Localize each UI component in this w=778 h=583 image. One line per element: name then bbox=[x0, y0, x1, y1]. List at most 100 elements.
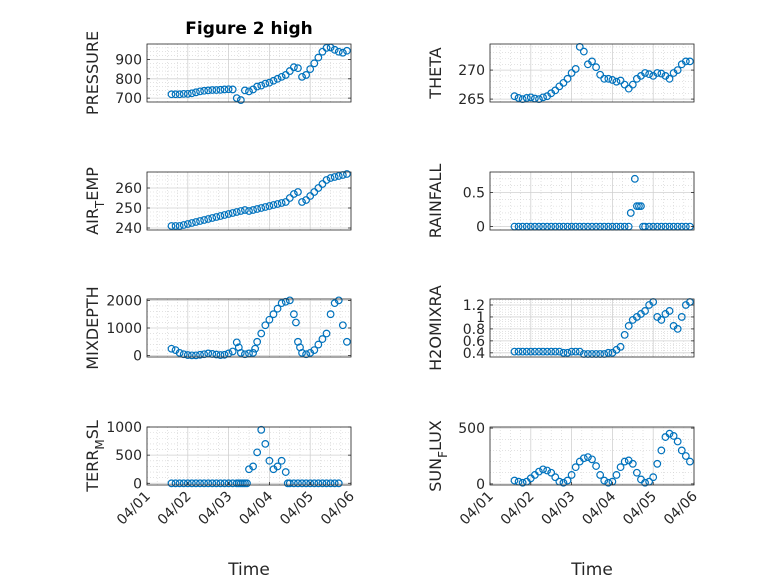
data-point bbox=[567, 69, 576, 77]
data-point bbox=[539, 93, 547, 102]
y-tick-labels: 0 1000 2000 bbox=[106, 293, 351, 365]
data-point bbox=[228, 85, 237, 94]
data-point bbox=[322, 329, 331, 338]
data-point bbox=[249, 348, 257, 357]
data-point bbox=[657, 446, 666, 455]
data-point bbox=[171, 479, 180, 488]
data-series bbox=[167, 170, 351, 230]
data-point bbox=[298, 72, 306, 81]
data-point bbox=[175, 479, 184, 488]
data-point bbox=[620, 457, 629, 466]
y-tick-label: 240 bbox=[115, 221, 142, 237]
y-tick-label: 0.8 bbox=[463, 322, 485, 338]
data-point bbox=[236, 348, 245, 357]
data-point bbox=[224, 210, 233, 218]
data-point bbox=[665, 429, 674, 438]
axes-box bbox=[489, 43, 695, 103]
data-point bbox=[567, 471, 576, 479]
data-point bbox=[551, 473, 560, 482]
data-point bbox=[608, 76, 617, 84]
data-point bbox=[187, 89, 196, 98]
data-point bbox=[592, 63, 600, 72]
data-point bbox=[522, 94, 531, 102]
data-point bbox=[314, 184, 323, 192]
grid-lines bbox=[146, 43, 352, 103]
y-tick-label: 1 bbox=[476, 310, 485, 326]
grid-lines bbox=[489, 299, 695, 357]
data-point bbox=[285, 67, 294, 75]
data-point bbox=[277, 456, 286, 465]
data-point bbox=[518, 478, 527, 487]
data-point bbox=[326, 174, 335, 182]
data-point bbox=[616, 463, 625, 472]
data-point bbox=[298, 348, 306, 357]
data-point bbox=[265, 315, 274, 324]
data-point bbox=[600, 74, 609, 83]
data-point bbox=[273, 462, 282, 471]
data-point bbox=[285, 479, 294, 488]
data-point bbox=[579, 454, 588, 463]
y-tick-label: 250 bbox=[115, 201, 142, 217]
y-tick-labels: 240 250 260 bbox=[115, 181, 351, 237]
data-point bbox=[641, 69, 649, 77]
data-point bbox=[535, 467, 543, 476]
data-point bbox=[600, 476, 609, 485]
data-point bbox=[563, 348, 572, 357]
data-point bbox=[167, 479, 176, 488]
data-point bbox=[183, 351, 192, 359]
data-point bbox=[543, 466, 552, 475]
data-point bbox=[302, 350, 311, 359]
data-point bbox=[265, 78, 274, 87]
data-point bbox=[555, 347, 564, 356]
data-point bbox=[559, 478, 568, 487]
data-point bbox=[322, 176, 331, 184]
data-point bbox=[273, 74, 282, 83]
data-point bbox=[314, 479, 323, 488]
data-point bbox=[257, 81, 266, 90]
data-point bbox=[318, 47, 327, 56]
y-tick-labels: 0 500 bbox=[458, 421, 694, 493]
data-point bbox=[187, 351, 196, 360]
y-tick-label: 900 bbox=[115, 52, 142, 68]
data-point bbox=[510, 476, 519, 485]
data-point bbox=[212, 213, 221, 221]
data-point bbox=[330, 173, 339, 181]
data-point bbox=[665, 307, 674, 315]
data-point bbox=[220, 85, 229, 94]
data-point bbox=[179, 350, 188, 359]
data-point bbox=[251, 344, 260, 353]
data-point bbox=[677, 313, 686, 321]
data-point bbox=[628, 80, 637, 89]
data-point bbox=[559, 348, 568, 357]
data-point bbox=[686, 57, 694, 66]
data-point bbox=[249, 462, 257, 471]
data-point bbox=[212, 479, 221, 488]
y-tick-label: 260 bbox=[115, 181, 142, 197]
data-point bbox=[187, 479, 196, 488]
data-point bbox=[253, 337, 262, 346]
data-point bbox=[208, 214, 217, 222]
y-axis-label: H2OMIXRA bbox=[426, 285, 445, 371]
axes-box bbox=[146, 43, 352, 103]
data-point bbox=[224, 479, 233, 488]
data-point bbox=[314, 340, 323, 349]
y-tick-labels: 0.40.60.811.2 bbox=[463, 298, 694, 362]
y-tick-label: 0 bbox=[133, 476, 142, 492]
y-axis-label: PRESSURE bbox=[83, 31, 102, 115]
data-point bbox=[326, 479, 335, 488]
data-point bbox=[628, 459, 637, 468]
data-point bbox=[261, 321, 270, 330]
data-point bbox=[167, 222, 176, 230]
data-point bbox=[273, 200, 282, 208]
data-point bbox=[192, 218, 200, 226]
data-point bbox=[318, 479, 327, 488]
data-point bbox=[216, 212, 225, 220]
data-point bbox=[204, 86, 213, 95]
data-point bbox=[261, 203, 270, 211]
data-point bbox=[179, 479, 188, 488]
data-point bbox=[236, 207, 245, 215]
data-point bbox=[318, 335, 327, 343]
data-point bbox=[204, 215, 213, 223]
data-point bbox=[249, 206, 257, 214]
data-series bbox=[167, 43, 351, 104]
